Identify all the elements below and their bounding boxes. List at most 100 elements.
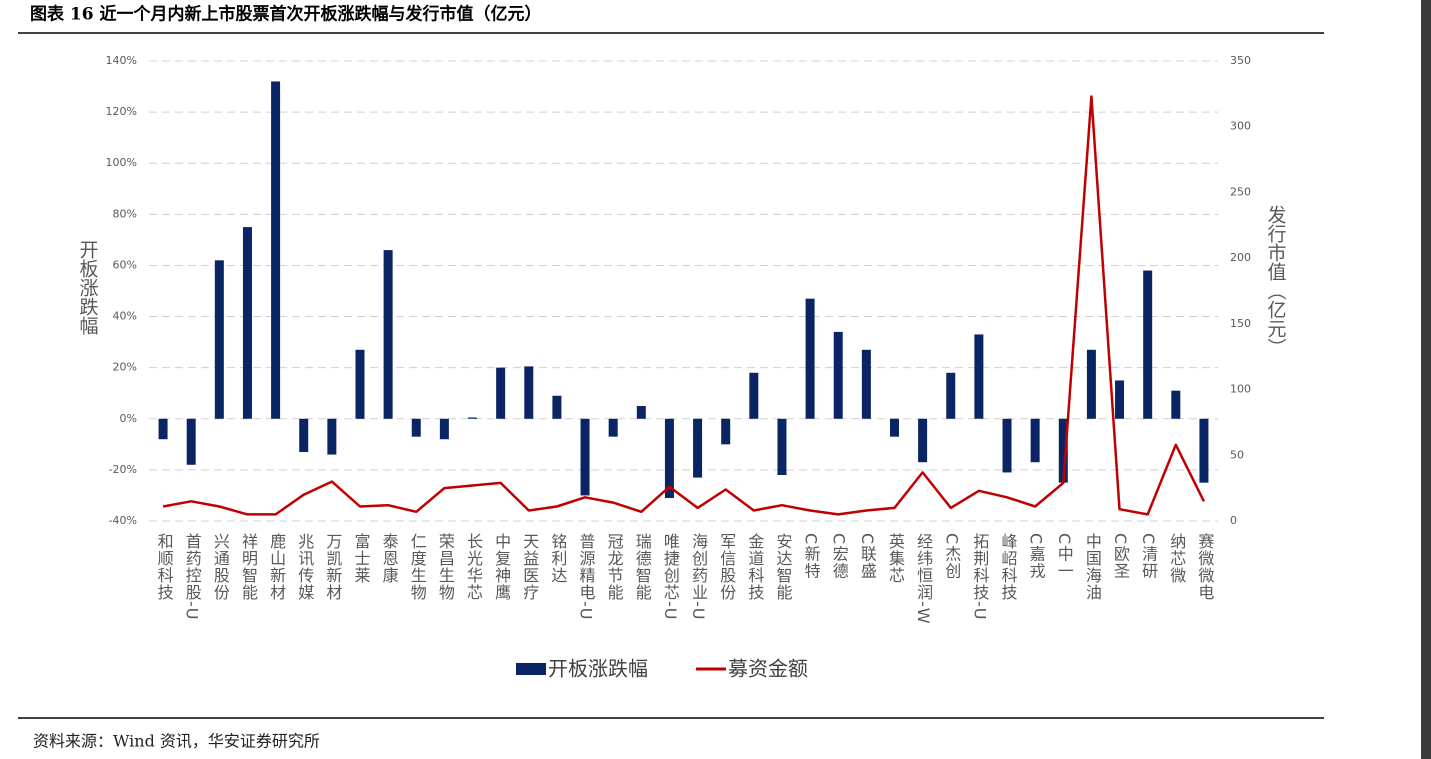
legend-label: 募资金额	[728, 657, 808, 681]
y-axis-title: 开板涨跌幅	[77, 240, 99, 335]
y-tick-label: 20%	[113, 361, 137, 374]
bar	[439, 418, 449, 440]
bar	[552, 395, 562, 419]
y-tick-label: 100%	[106, 156, 137, 169]
source: 资料来源：Wind 资讯，华安证券研究所	[33, 732, 320, 751]
x-tick-label: C清研	[1139, 533, 1158, 579]
x-tick-label: 富士莱	[351, 533, 370, 584]
bar	[805, 298, 815, 419]
legend-label: 开板涨跌幅	[548, 657, 648, 681]
bar	[158, 418, 168, 440]
bar	[468, 417, 478, 419]
x-tick-label: 兆讯传媒	[295, 533, 314, 601]
bar	[327, 418, 337, 455]
bar	[383, 250, 393, 419]
x-tick-label: 长光华芯	[464, 533, 483, 601]
x-tick-label: 金道科技	[745, 533, 764, 601]
bar	[636, 406, 646, 419]
bar	[777, 418, 787, 475]
x-tick-label: 英集芯	[886, 533, 905, 584]
x-tick-label: 荣昌生物	[436, 533, 455, 601]
bar	[1002, 418, 1012, 473]
bar	[580, 418, 590, 496]
x-tick-label: C宏德	[830, 533, 849, 579]
y2-tick-label: 150	[1230, 317, 1251, 330]
x-tick-label: 冠龙节能	[605, 533, 624, 601]
y2-tick-label: 300	[1230, 120, 1251, 133]
bar	[749, 372, 759, 419]
bar	[664, 418, 674, 498]
bar	[608, 418, 618, 437]
x-tick-label: 军信股份	[717, 533, 736, 601]
x-tick-label: 纳芯微	[1167, 533, 1186, 584]
legend-swatch	[516, 663, 546, 675]
y-tick-label: 40%	[113, 310, 137, 323]
x-tick-label: C嘉戎	[1027, 533, 1046, 579]
bar	[524, 366, 534, 419]
bar	[355, 349, 365, 419]
bar	[693, 418, 703, 478]
y2-tick-label: 100	[1230, 383, 1251, 396]
chart-title: 图表 16 近一个月内新上市股票首次开板涨跌幅与发行市值（亿元）	[30, 4, 542, 25]
y2-tick-label: 200	[1230, 251, 1251, 264]
bar	[1171, 390, 1181, 419]
x-tick-label: 鹿山新材	[267, 533, 286, 601]
x-tick-label: 中复神鹰	[492, 533, 511, 601]
bar	[889, 418, 899, 437]
bar	[721, 418, 731, 445]
x-tick-label: 和顺科技	[155, 533, 174, 601]
bar	[186, 418, 196, 465]
y2-axis-title: 发行市值（亿元）	[1265, 205, 1287, 357]
x-tick-label: C新特	[802, 533, 821, 579]
y2-tick-label: 250	[1230, 185, 1251, 198]
x-tick-label: 泰恩康	[380, 533, 399, 584]
y2-tick-label: 350	[1230, 54, 1251, 67]
y-tick-label: -20%	[109, 463, 137, 476]
bar	[1058, 418, 1068, 483]
x-tick-label: C中一	[1055, 533, 1074, 579]
y-tick-label: 80%	[113, 207, 137, 220]
bar	[299, 418, 309, 452]
x-tick-label: 唯捷创芯-U	[661, 533, 680, 620]
y-tick-label: -40%	[109, 514, 137, 527]
x-tick-label: 天益医疗	[520, 533, 539, 601]
x-tick-label: 普源精电-U	[577, 533, 596, 620]
bar	[974, 334, 984, 419]
x-tick-label: 仁度生物	[408, 533, 427, 601]
y-tick-label: 120%	[106, 105, 137, 118]
x-tick-label: 瑞德智能	[633, 533, 652, 601]
y2-tick-label: 0	[1230, 514, 1237, 527]
x-tick-label: 拓荆科技-U	[970, 533, 989, 620]
x-tick-label: 万凯新材	[323, 533, 342, 601]
bar	[1143, 270, 1153, 419]
bar	[1030, 418, 1040, 463]
x-tick-label: 兴通股份	[211, 533, 230, 601]
line	[162, 95, 1206, 516]
bar	[214, 260, 224, 419]
bar	[1115, 380, 1125, 419]
x-tick-label: 经纬恒润-W	[914, 533, 933, 625]
x-tick-label: 赛微微电	[1195, 532, 1214, 601]
bar	[861, 349, 871, 419]
x-tick-label: 首药控股-U	[183, 533, 202, 620]
x-tick-label: C欧圣	[1111, 533, 1130, 579]
x-tick-label: 祥明智能	[239, 533, 258, 601]
y-tick-label: 140%	[106, 54, 137, 67]
bar	[1086, 349, 1096, 419]
bar	[242, 227, 252, 419]
x-tick-label: 峰岹科技	[999, 533, 1018, 601]
x-tick-label: C联盛	[858, 533, 877, 579]
bar	[833, 331, 843, 419]
bar	[411, 418, 421, 437]
bar	[1199, 418, 1209, 483]
y-tick-label: 0%	[120, 412, 137, 425]
y-tick-label: 60%	[113, 258, 137, 271]
x-tick-label: 海创药业-U	[689, 533, 708, 620]
side-strip	[1421, 0, 1431, 759]
x-tick-label: 安达智能	[773, 533, 792, 601]
y2-tick-label: 50	[1230, 448, 1244, 461]
bar	[271, 81, 281, 419]
bar	[496, 367, 506, 419]
x-tick-label: C杰创	[942, 533, 961, 579]
